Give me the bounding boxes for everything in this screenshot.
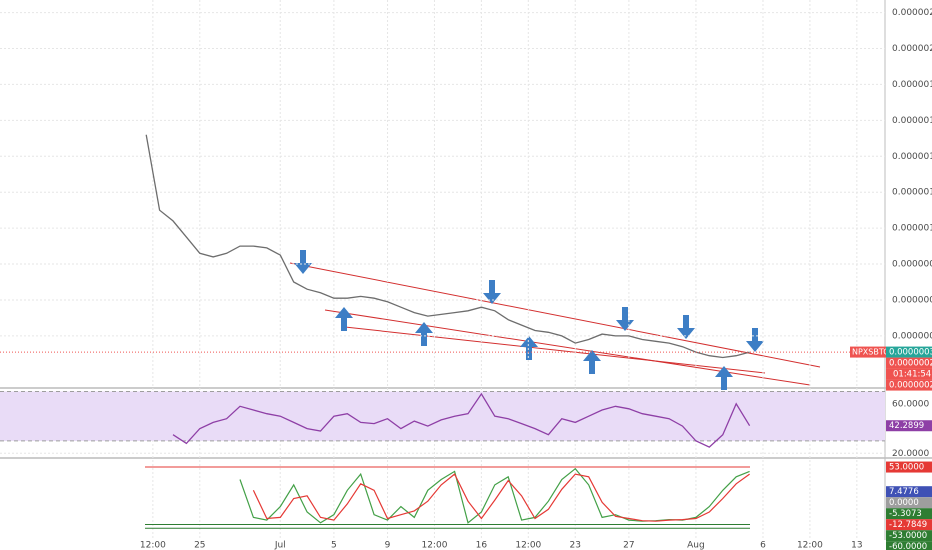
axis-tag-label: -53.0000: [889, 531, 927, 541]
series-line: [145, 134, 750, 359]
y-tick-label: 0.00000100: [892, 224, 932, 234]
y-tick-label: 20.0000: [892, 449, 929, 459]
x-tick-label: 12:00: [515, 541, 541, 550]
y-tick-label: 0.00000160: [892, 116, 932, 126]
y-tick-label: 0.00000220: [892, 8, 932, 18]
x-tick-label: 27: [623, 541, 634, 550]
y-tick-label: 60.0000: [892, 399, 929, 409]
symbol-tag: [850, 346, 886, 358]
axis-tag: [886, 420, 932, 432]
x-tick-label: 12:00: [797, 541, 823, 550]
axis-tag: [886, 497, 932, 509]
x-tick-label: 5: [331, 541, 337, 550]
x-tick-label: 23: [570, 541, 581, 550]
rsi-band: [0, 391, 885, 441]
countdown-tag: [886, 368, 932, 380]
axis-tag-label: 0.00000031: [889, 348, 932, 358]
symbol-label: NPXSBTC: [852, 348, 889, 357]
axis-tag-label: -5.3073: [889, 509, 922, 519]
y-tick-label: 0.00000140: [892, 152, 932, 162]
y-tick-label: 0.00000200: [892, 44, 932, 54]
y-tick-label: 0.00000120: [892, 188, 932, 198]
axis-tag-label: 0.0000: [889, 498, 919, 508]
x-tick-label: 6: [760, 541, 766, 550]
y-tick-label: 0.00000180: [892, 80, 932, 90]
x-tick-label: Aug: [687, 541, 705, 550]
axis-tag: [886, 530, 932, 542]
x-tick-label: 25: [194, 541, 205, 550]
series-line: [172, 392, 751, 448]
axis-tag: [886, 486, 932, 498]
x-tick-label: 9: [385, 541, 391, 550]
axis-tag: [886, 508, 932, 520]
countdown: 01:41:54: [893, 370, 931, 380]
axis-tag-label: 0.00000028: [889, 381, 932, 391]
axis-tag: [886, 346, 932, 358]
axis-tag: [886, 357, 932, 369]
axis-tag-label: -12.7849: [889, 520, 927, 530]
axis-tag-label: 0.00000028: [889, 359, 932, 369]
axis-tag-label: -60.0000: [889, 542, 927, 550]
channel-line: [344, 326, 766, 374]
series-line: [252, 473, 750, 522]
x-tick-label: 13: [851, 541, 862, 550]
y-tick-label: 0.00000040: [892, 331, 932, 341]
axis-tag: [886, 541, 932, 550]
axis-tag-label: 42.2899: [889, 421, 924, 431]
x-tick-label: Jul: [274, 541, 286, 550]
x-tick-label: 12:00: [421, 541, 447, 550]
y-tick-label: 0.00000060: [892, 295, 932, 305]
axis-tag: [886, 461, 932, 473]
axis-tag: [886, 519, 932, 531]
channel-line: [289, 262, 821, 368]
y-tick-label: 0.00000080: [892, 260, 932, 270]
axis-tag: [886, 379, 932, 391]
x-tick-label: 16: [476, 541, 488, 550]
x-tick-label: 12:00: [140, 541, 166, 550]
axis-tag-label: 7.4776: [889, 487, 919, 497]
axis-tag-label: 53.0000: [889, 463, 924, 473]
